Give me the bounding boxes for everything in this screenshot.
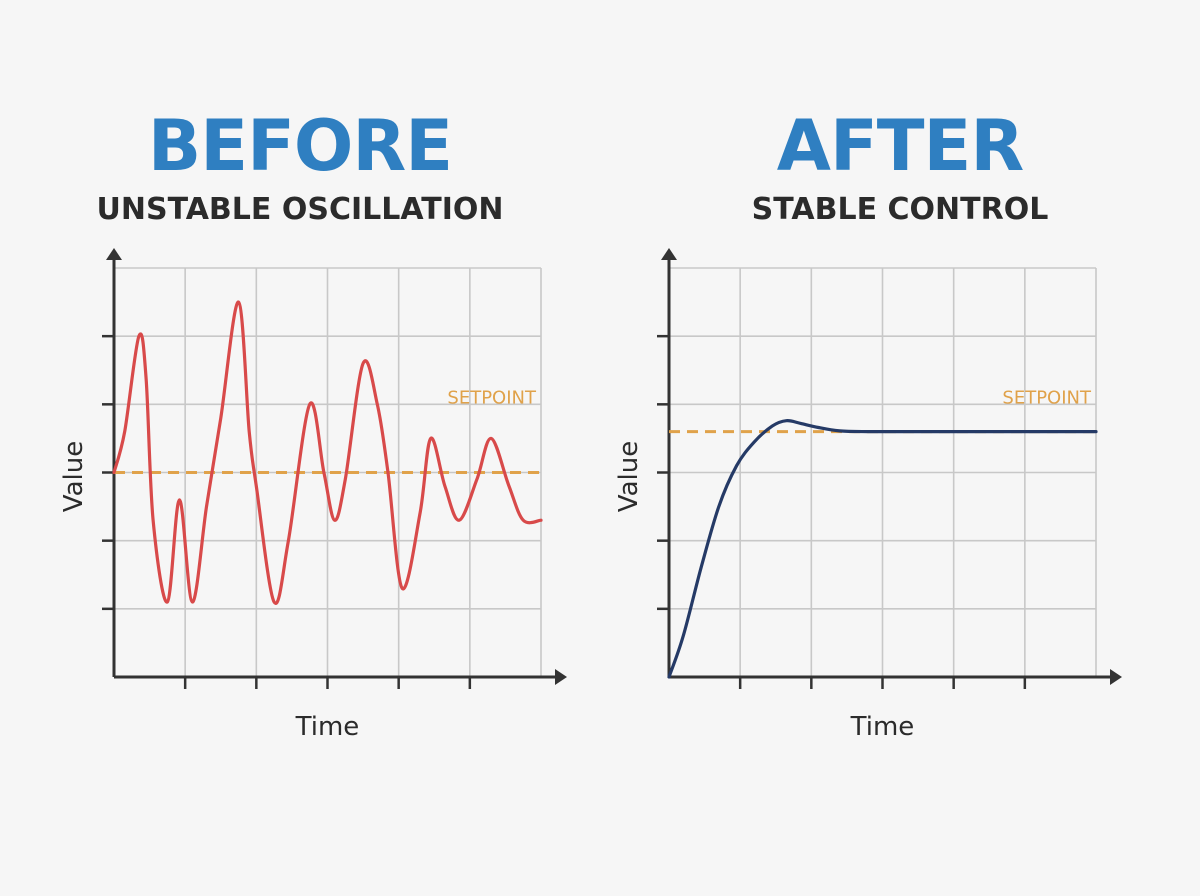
before-grid xyxy=(114,267,542,677)
after-panel: AFTER STABLE CONTROL SETPOINT Time Value xyxy=(600,0,1200,896)
before-series-line xyxy=(112,300,543,605)
after-y-axis-label: Value xyxy=(614,441,644,512)
after-subtitle: STABLE CONTROL xyxy=(751,192,1049,227)
after-grid xyxy=(669,267,1097,677)
after-chart: SETPOINT Time Value xyxy=(614,248,1122,742)
before-chart: SETPOINT Time Value xyxy=(59,248,567,742)
before-panel: BEFORE UNSTABLE OSCILLATION SETPOINT Time… xyxy=(59,105,567,742)
before-y-axis-label: Value xyxy=(59,441,89,512)
after-y-axis-arrow xyxy=(661,248,677,260)
after-series-line xyxy=(667,419,1098,679)
after-setpoint-label: SETPOINT xyxy=(1002,387,1092,408)
after-x-axis-arrow xyxy=(1110,669,1122,685)
before-x-axis-arrow xyxy=(555,669,567,685)
after-x-axis-label: Time xyxy=(850,712,915,742)
before-subtitle: UNSTABLE OSCILLATION xyxy=(96,192,504,227)
before-x-axis-label: Time xyxy=(295,712,360,742)
after-title: AFTER xyxy=(776,105,1024,187)
before-setpoint-label: SETPOINT xyxy=(447,387,537,408)
before-title: BEFORE xyxy=(147,105,453,187)
before-y-axis-arrow xyxy=(106,248,122,260)
